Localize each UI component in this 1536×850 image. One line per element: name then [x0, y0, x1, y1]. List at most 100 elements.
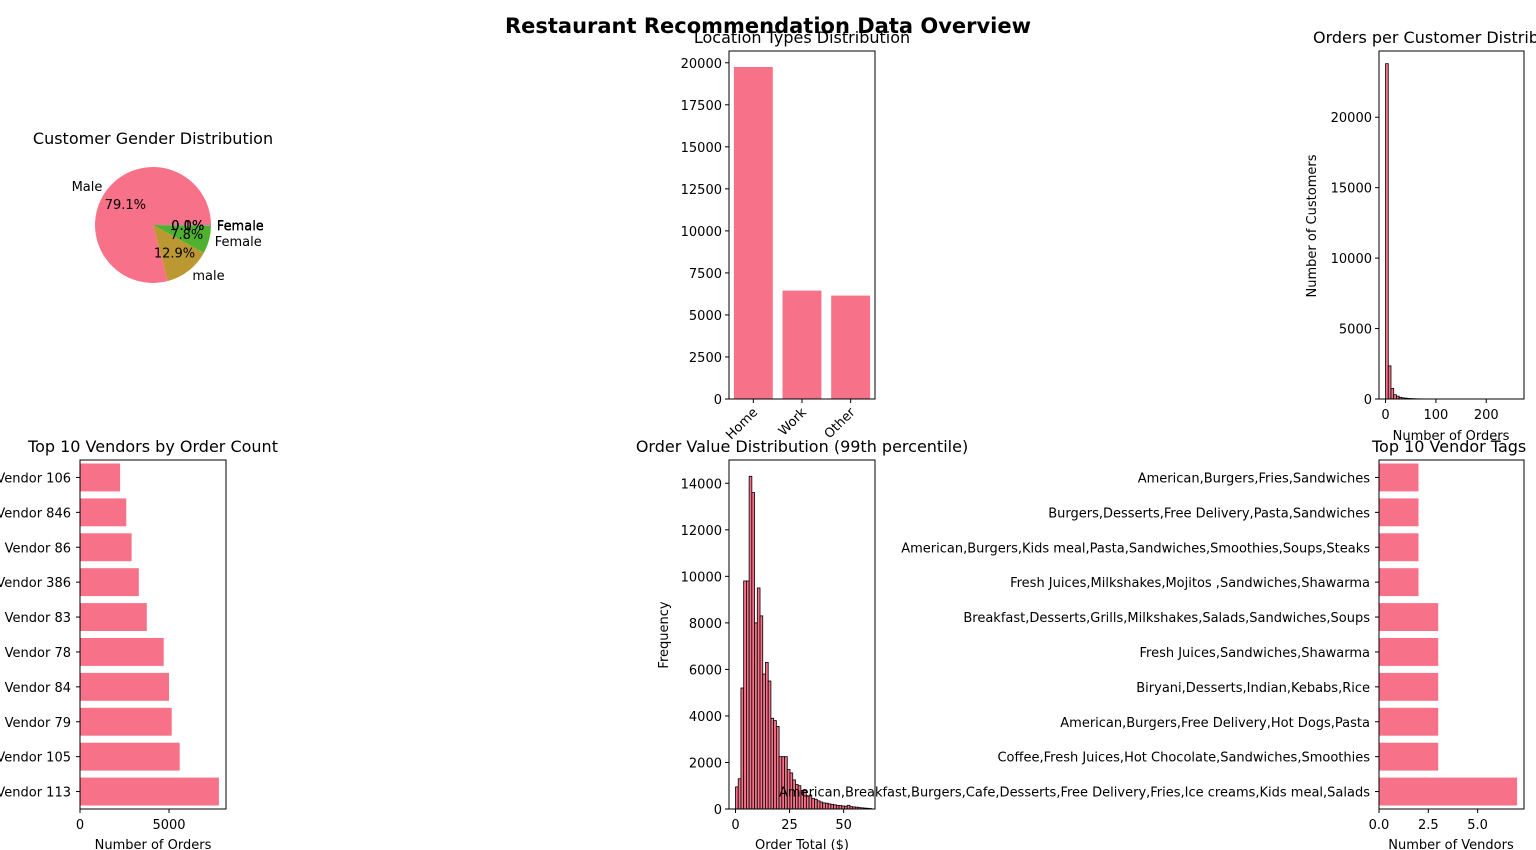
order-value-histogram-bar: [756, 587, 761, 810]
order-value-histogram-bar: [751, 492, 755, 810]
y-tick-label: 14000: [681, 477, 722, 492]
order-value-histogram-bar: [784, 756, 788, 810]
axes-frame: [79, 459, 227, 810]
vendor-bar: [80, 463, 121, 492]
y-tick-label: 20000: [1331, 111, 1372, 126]
figure-title: Restaurant Recommendation Data Overview: [505, 14, 1031, 38]
order-value-xlabel: Order Total ($): [755, 838, 849, 850]
vendor-tag-bar: [1379, 498, 1419, 527]
y-tick-label: 4000: [689, 710, 722, 725]
pie-slice: [95, 167, 211, 284]
vendor-bar: [80, 707, 172, 736]
order-value-chart: Order Value Distribution (99th percentil…: [636, 437, 968, 850]
order-value-histogram-bar: [743, 580, 747, 810]
y-tick-label: Coffee,Fresh Juices,Hot Chocolate,Sandwi…: [997, 751, 1370, 766]
order-value-histogram-bar: [762, 673, 766, 810]
vendor-bar: [80, 498, 127, 527]
y-tick-label: 6000: [689, 663, 722, 678]
location-bar: [831, 295, 871, 399]
order-value-histogram-bar: [814, 798, 818, 810]
y-tick-label: Vendor 386: [0, 576, 71, 591]
orders-per-customer-xlabel: Number of Orders: [1393, 429, 1510, 444]
y-tick-label: 10000: [681, 570, 722, 585]
x-tick-label: 200: [1474, 408, 1499, 423]
y-tick-label: American,Burgers,Kids meal,Pasta,Sandwic…: [901, 541, 1370, 556]
orders-histogram-bar: [1387, 365, 1392, 400]
vendor-tag-bar: [1379, 463, 1419, 492]
pie-percent-label: 0.1%: [171, 219, 204, 234]
order-value-histogram-bar: [819, 801, 824, 810]
top-vendors-title: Top 10 Vendors by Order Count: [27, 437, 278, 456]
location-bar: [733, 67, 773, 399]
top-vendors-chart: Top 10 Vendors by Order Count Number of …: [0, 437, 278, 850]
y-tick-label: 2000: [689, 756, 722, 771]
vendor-tag-bar: [1379, 777, 1518, 806]
pie-slice-label: Female: [217, 219, 264, 234]
location-types-chart: Location Types Distribution Home Work Othe…: [681, 28, 911, 443]
x-tick-label: 25: [781, 818, 798, 833]
location-types-title: Location Types Distribution: [694, 28, 910, 47]
vendor-tag-bar: [1379, 603, 1439, 631]
x-tick-label: 5000: [152, 818, 185, 833]
y-tick-label: Vendor 113: [0, 786, 71, 801]
pie-slice: [153, 225, 211, 253]
pie-slice-label: Male: [72, 180, 103, 195]
order-value-histogram-bar: [833, 804, 837, 810]
gender-pie-title: Customer Gender Distribution: [33, 129, 273, 148]
axes-frame: [1378, 459, 1525, 810]
vendor-tag-bar: [1379, 672, 1439, 701]
y-tick-label: Vendor 86: [5, 541, 71, 556]
order-value-histogram-bar: [737, 778, 742, 810]
x-tick-label: 0.0: [1369, 818, 1390, 833]
orders-histogram-bar: [1390, 388, 1395, 400]
axes-frame: [728, 50, 876, 400]
y-tick-label: 12000: [681, 524, 722, 539]
x-tick-label: 5.0: [1467, 818, 1488, 833]
axes-frame: [728, 459, 876, 810]
y-tick-label: Fresh Juices,Sandwiches,Shawarma: [1139, 646, 1370, 661]
y-tick-label: Biryani,Desserts,Indian,Kebabs,Rice: [1136, 681, 1370, 696]
vendor-bar: [80, 568, 139, 597]
vendor-tag-bar: [1379, 568, 1419, 597]
y-tick-label: 17500: [681, 99, 722, 114]
y-tick-label: 8000: [689, 617, 722, 632]
y-tick-label: 2500: [689, 351, 722, 366]
order-value-histogram-bar: [778, 756, 783, 810]
y-tick-label: Vendor 105: [0, 751, 71, 766]
y-tick-label: 5000: [689, 309, 722, 324]
y-tick-label: American,Burgers,Free Delivery,Hot Dogs,…: [1060, 716, 1370, 731]
x-tick-label: 0: [731, 818, 739, 833]
y-tick-label: American,Breakfast,Burgers,Cafe,Desserts…: [779, 786, 1370, 801]
y-tick-label: Vendor 83: [5, 611, 71, 626]
vendor-bar: [80, 742, 180, 771]
vendor-tags-xlabel: Number of Vendors: [1388, 838, 1514, 850]
order-value-histogram-bar: [827, 803, 832, 810]
vendor-tag-bar: [1379, 638, 1439, 666]
y-tick-label: 10000: [681, 225, 722, 240]
order-value-histogram-bar: [773, 720, 777, 810]
vendor-bar: [80, 777, 219, 806]
vendor-tags-chart: Top 10 Vendor Tags Number of Vendors Ame…: [779, 437, 1526, 850]
x-tick-label: 100: [1423, 408, 1448, 423]
x-tick-label: 0: [76, 818, 84, 833]
y-tick-label: 7500: [689, 267, 722, 282]
orders-histogram-bar: [1393, 394, 1397, 400]
y-tick-label: 15000: [681, 141, 722, 156]
y-tick-label: Vendor 84: [5, 681, 71, 696]
pie-slice: [153, 225, 212, 226]
pie-percent-label: 79.1%: [105, 198, 146, 213]
y-tick-label: Fresh Juices,Milkshakes,Mojitos ,Sandwic…: [1010, 576, 1370, 591]
pie-percent-label: 0.0%: [171, 219, 204, 234]
y-tick-label: 0: [714, 803, 722, 818]
x-tick-label: 50: [835, 818, 852, 833]
vendor-tag-bar: [1379, 533, 1419, 562]
order-value-histogram-bar: [825, 802, 829, 810]
vendor-tags-title: Top 10 Vendor Tags: [1371, 437, 1526, 456]
y-tick-label: 12500: [681, 183, 722, 198]
y-tick-label: Burgers,Desserts,Free Delivery,Pasta,San…: [1048, 506, 1370, 521]
order-value-ylabel: Frequency: [657, 601, 672, 668]
order-value-histogram-bar: [767, 680, 772, 810]
pie-slice-label: Female: [217, 219, 264, 234]
order-value-histogram-bar: [838, 805, 843, 810]
